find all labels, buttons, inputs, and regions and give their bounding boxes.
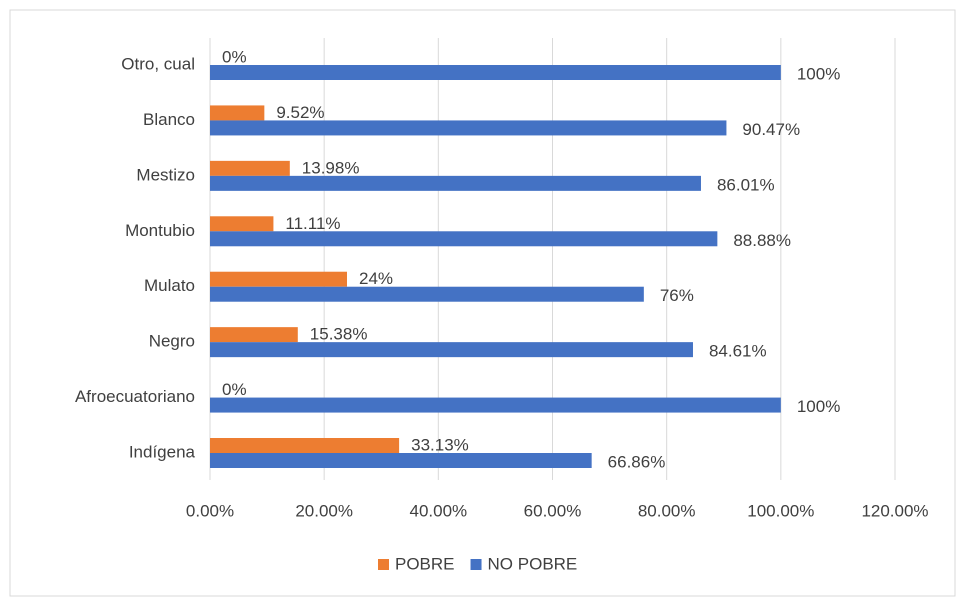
- data-label: 86.01%: [717, 175, 775, 194]
- y-tick-label: Mulato: [144, 276, 195, 295]
- chart-frame: [9, 9, 956, 597]
- data-label: 15.38%: [310, 325, 368, 344]
- y-tick-label: Afroecuatoriano: [75, 387, 195, 406]
- bar: [210, 175, 701, 191]
- data-label: 100%: [797, 64, 840, 83]
- x-tick-label: 20.00%: [295, 501, 353, 520]
- legend-swatch: [378, 559, 389, 570]
- bar: [210, 342, 693, 358]
- bar: [210, 397, 781, 413]
- data-label: 0%: [222, 47, 247, 66]
- data-label: 24%: [359, 269, 393, 288]
- bar: [210, 231, 718, 247]
- y-tick-label: Blanco: [143, 110, 195, 129]
- y-tick-label: Negro: [149, 332, 195, 351]
- data-label: 100%: [797, 397, 840, 416]
- data-label: 33.13%: [411, 435, 469, 454]
- x-tick-label: 80.00%: [638, 501, 696, 520]
- data-label: 11.11%: [285, 214, 340, 233]
- legend-label: POBRE: [395, 554, 455, 573]
- data-label: 76%: [660, 286, 694, 305]
- bar: [210, 105, 265, 121]
- bar: [210, 65, 781, 80]
- bar: [210, 271, 347, 287]
- x-tick-label: 120.00%: [861, 501, 928, 520]
- bar: [210, 453, 592, 468]
- y-tick-label: Otro, cual: [121, 54, 195, 73]
- data-label: 66.86%: [608, 452, 666, 471]
- data-label: 84.61%: [709, 342, 767, 361]
- bar: [210, 286, 644, 302]
- y-tick-label: Indígena: [129, 442, 196, 461]
- x-tick-label: 40.00%: [409, 501, 467, 520]
- x-tick-label: 60.00%: [524, 501, 582, 520]
- data-label: 9.52%: [276, 103, 324, 122]
- legend-label: NO POBRE: [488, 554, 578, 573]
- x-tick-label: 100.00%: [747, 501, 814, 520]
- y-tick-label: Mestizo: [136, 165, 195, 184]
- y-tick-label: Montubio: [125, 221, 195, 240]
- bar: [210, 327, 298, 343]
- x-tick-label: 0.00%: [186, 501, 234, 520]
- data-label: 0%: [222, 380, 247, 399]
- data-label: 88.88%: [733, 231, 791, 250]
- bar: [210, 216, 274, 232]
- bar: [210, 438, 400, 453]
- data-label: 13.98%: [302, 158, 360, 177]
- bar: [210, 120, 727, 136]
- bar: [210, 160, 290, 176]
- legend-swatch: [470, 559, 482, 570]
- data-label: 90.47%: [742, 120, 800, 139]
